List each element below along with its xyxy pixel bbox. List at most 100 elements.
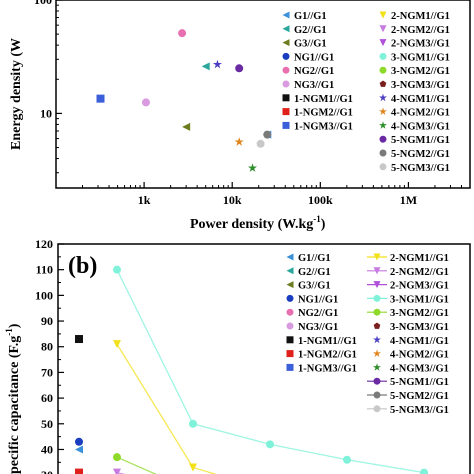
legend-marker bbox=[282, 121, 290, 129]
capacitance-marks bbox=[75, 265, 428, 474]
legend-marker bbox=[282, 39, 290, 47]
legend-label: G2//G1 bbox=[294, 25, 327, 36]
data-point bbox=[96, 94, 105, 103]
legend-marker bbox=[373, 294, 381, 302]
y-tick-label: 120 bbox=[35, 237, 53, 251]
energy-ticks: 1k 10k 100k 1M 10 100 bbox=[34, 0, 462, 207]
legend-marker bbox=[373, 253, 381, 261]
legend-label: 3-NGM1//G1 bbox=[390, 294, 449, 305]
ylabel-energy: Energy density (W bbox=[9, 38, 24, 150]
legend-marker bbox=[286, 281, 294, 289]
y-tick-label: 50 bbox=[41, 417, 53, 431]
legend-marker bbox=[373, 363, 381, 371]
y-tick-label: 40 bbox=[41, 442, 53, 456]
legend-marker bbox=[282, 52, 290, 60]
legend-label: G3//G1 bbox=[298, 281, 331, 292]
legend-marker bbox=[379, 25, 387, 33]
legend-label: 1-NGM1//G1 bbox=[294, 94, 353, 105]
x-tick-label: 1M bbox=[400, 193, 417, 207]
legend-marker bbox=[282, 108, 290, 116]
x-tick-label: 1k bbox=[138, 193, 151, 207]
data-point bbox=[234, 137, 244, 146]
legend-label: 5-NGM1//G1 bbox=[391, 135, 450, 146]
legend-marker bbox=[373, 377, 381, 385]
y-tick-label: 80 bbox=[41, 340, 53, 354]
legend-label: 4-NGM1//G1 bbox=[391, 94, 450, 105]
energy-marks bbox=[96, 29, 272, 172]
legend-label: 3-NGM3//G1 bbox=[391, 80, 450, 91]
legend-marker bbox=[379, 80, 387, 87]
legend-label: G1//G1 bbox=[298, 253, 331, 264]
legend-label: 5-NGM1//G1 bbox=[390, 377, 449, 388]
legend-marker bbox=[373, 322, 381, 329]
legend-marker bbox=[286, 308, 294, 316]
y-tick-label: 100 bbox=[34, 0, 52, 7]
data-point bbox=[75, 445, 83, 454]
data-point bbox=[343, 455, 351, 464]
legend-label: 3-NGM2//G1 bbox=[390, 308, 449, 319]
y-tick-label: 30 bbox=[41, 468, 53, 474]
data-point bbox=[256, 139, 265, 148]
data-point bbox=[189, 463, 197, 472]
legend-label: 2-NGM1//G1 bbox=[390, 253, 449, 264]
legend-marker bbox=[286, 267, 294, 275]
legend-marker bbox=[286, 336, 294, 344]
data-point bbox=[113, 265, 121, 274]
legend-marker bbox=[379, 39, 387, 47]
legend-label: 1-NGM2//G1 bbox=[298, 350, 357, 361]
legend-marker bbox=[379, 121, 387, 129]
legend-label: 4-NGM2//G1 bbox=[390, 350, 449, 361]
xlabel-power: Power density (W.kg-1) bbox=[190, 214, 326, 232]
legend-label: 2-NGM2//G1 bbox=[391, 25, 450, 36]
legend-marker bbox=[286, 322, 294, 330]
legend-marker bbox=[379, 135, 387, 143]
ylabel-capacitance: pecific capacitance (F.g-1) bbox=[4, 323, 22, 474]
plot-frame-energy bbox=[55, 0, 471, 189]
legend-label: 3-NGM2//G1 bbox=[391, 66, 450, 77]
legend-label: G1//G1 bbox=[294, 11, 327, 22]
legend-label: NG3//G1 bbox=[298, 322, 338, 333]
legend-marker bbox=[286, 294, 294, 302]
legend-label: NG2//G1 bbox=[294, 66, 334, 77]
data-point bbox=[212, 59, 223, 69]
data-point bbox=[113, 468, 121, 474]
y-tick-label: 60 bbox=[41, 391, 53, 405]
legend-label: G2//G1 bbox=[298, 267, 331, 278]
legend-marker bbox=[282, 66, 290, 74]
legend-marker bbox=[373, 308, 381, 316]
legend-marker bbox=[379, 149, 387, 157]
legend-marker bbox=[373, 335, 381, 344]
legend-marker bbox=[282, 94, 290, 102]
legend-marker bbox=[373, 405, 381, 413]
data-point bbox=[182, 122, 191, 131]
legend-label: 1-NGM3//G1 bbox=[298, 363, 357, 374]
legend-marker bbox=[379, 11, 387, 19]
series-line bbox=[116, 456, 157, 474]
legend-marker bbox=[379, 93, 387, 102]
data-point bbox=[235, 64, 244, 73]
legend-label: 4-NGM2//G1 bbox=[391, 108, 450, 119]
data-point bbox=[247, 163, 258, 172]
legend-label: 1-NGM2//G1 bbox=[294, 108, 353, 119]
y-tick-label: 90 bbox=[41, 314, 53, 328]
legend-label: 2-NGM2//G1 bbox=[390, 267, 449, 278]
legend-marker bbox=[379, 163, 387, 171]
legend-label: 5-NGM3//G1 bbox=[391, 163, 450, 174]
plot-frame-capacitance bbox=[57, 243, 471, 474]
legend-label: 5-NGM3//G1 bbox=[390, 405, 449, 416]
legend-marker bbox=[286, 350, 294, 358]
legend-marker bbox=[373, 349, 381, 357]
y-tick-label: 100 bbox=[35, 288, 53, 302]
legend-label: NG1//G1 bbox=[298, 294, 338, 305]
data-point bbox=[201, 62, 210, 71]
x-tick-label: 10k bbox=[223, 193, 242, 207]
legend-label: 4-NGM3//G1 bbox=[391, 121, 450, 132]
legend-label: 3-NGM1//G1 bbox=[391, 52, 450, 63]
legend-label: NG3//G1 bbox=[294, 80, 334, 91]
y-tick-label: 110 bbox=[36, 263, 53, 277]
data-point bbox=[75, 335, 83, 344]
data-point bbox=[75, 468, 83, 474]
y-tick-label: 10 bbox=[40, 106, 52, 120]
legend-marker bbox=[373, 391, 381, 399]
legend-label: 2-NGM1//G1 bbox=[391, 11, 450, 22]
